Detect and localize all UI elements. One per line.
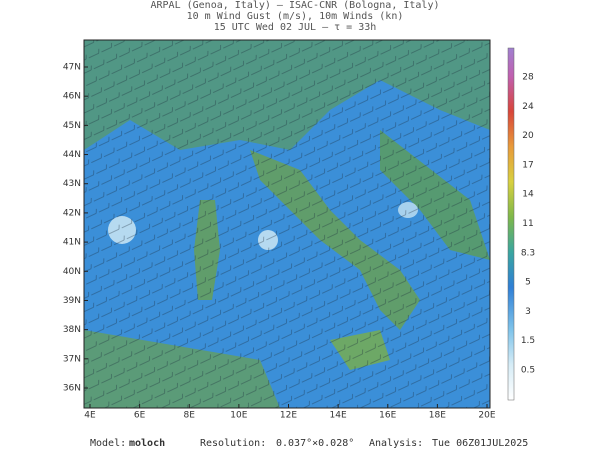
map [83, 39, 491, 409]
header-line: 10 m Wind Gust (m/s), 10m Winds (kn) [187, 11, 404, 22]
colorbar-label: 5 [525, 278, 531, 288]
footer-value: Tue 06Z01JUL2025 [432, 438, 528, 449]
lat-label: 41N [63, 238, 81, 248]
colorbar-label: 0.5 [521, 366, 535, 376]
header-line: 15 UTC Wed 02 JUL – τ = 33h [214, 22, 377, 33]
header-line: ARPAL (Genoa, Italy) – ISAC-CNR (Bologna… [151, 0, 440, 11]
colorbar-label: 8.3 [521, 248, 535, 258]
colorbar [507, 47, 515, 401]
lat-label: 37N [63, 354, 81, 364]
footer-label: Resolution: [200, 438, 266, 449]
footer-value: moloch [129, 438, 165, 449]
lat-label: 47N [63, 63, 81, 73]
lat-label: 38N [63, 325, 81, 335]
colorbar-label: 24 [522, 102, 534, 112]
footer-label: Model: [90, 438, 126, 449]
lat-label: 43N [63, 179, 81, 189]
lat-label: 40N [63, 267, 81, 277]
footer-label: Analysis: [369, 438, 423, 449]
lon-label: 18E [429, 411, 446, 421]
lon-label: 8E [184, 411, 196, 421]
colorbar-label: 11 [522, 219, 533, 229]
lon-label: 4E [84, 411, 96, 421]
lat-label: 39N [63, 296, 81, 306]
lon-label: 14E [330, 411, 347, 421]
colorbar-label: 28 [522, 73, 534, 83]
footer-value: 0.037°×0.028° [276, 438, 354, 449]
lon-label: 20E [478, 411, 495, 421]
colorbar-label: 14 [522, 190, 534, 200]
lat-label: 46N [63, 92, 81, 102]
lon-label: 12E [280, 411, 297, 421]
lon-label: 10E [230, 411, 247, 421]
lat-label: 45N [63, 121, 81, 131]
colorbar-label: 3 [525, 307, 531, 317]
lat-label: 42N [63, 208, 81, 218]
lon-label: 16E [379, 411, 396, 421]
lat-label: 36N [63, 384, 81, 394]
colorbar-label: 20 [522, 131, 534, 141]
colorbar-label: 1.5 [521, 336, 535, 346]
lon-label: 6E [134, 411, 146, 421]
lat-label: 44N [63, 150, 81, 160]
colorbar-label: 17 [522, 160, 533, 170]
